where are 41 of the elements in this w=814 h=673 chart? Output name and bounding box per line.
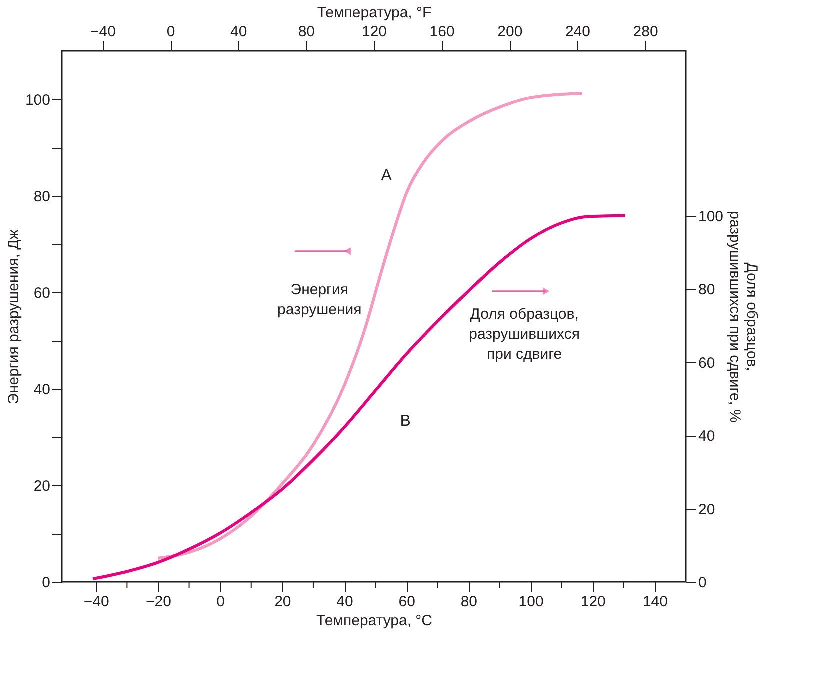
x2-tick-label: 40 [230, 24, 248, 40]
x-tick-label: −40 [84, 594, 110, 610]
y2-axis-title: Доля образцов, разрушившихся при сдвиге, % [726, 211, 761, 423]
annotation: Доля образцов, разрушившихся при сдвиге [469, 306, 580, 363]
y2-tick-label: 20 [698, 501, 716, 518]
y2-tick-label: 80 [698, 282, 716, 299]
y2-tick-label: 60 [698, 354, 716, 372]
x-tick-label: 80 [460, 594, 478, 610]
x-tick-label: 120 [580, 594, 606, 610]
x2-tick-label: 120 [362, 24, 388, 40]
line-series [156, 92, 584, 560]
x2-tick-label: −40 [90, 24, 116, 40]
text: B [400, 412, 411, 430]
x-tick-label: 20 [274, 594, 292, 610]
series-label: A [381, 167, 392, 184]
x2-tick-label: 240 [565, 24, 590, 40]
y2-tick-label: 40 [698, 428, 716, 446]
y-tick-label: 20 [34, 478, 50, 495]
annotation: Энергия разрушения [278, 282, 362, 319]
y-tick-label: 60 [34, 284, 50, 302]
y-axis-title: Энергия разрушения, Дж [5, 230, 22, 404]
x-tick-label: 40 [336, 594, 354, 610]
x-tick-label: 100 [518, 594, 544, 610]
line-series [92, 214, 627, 581]
x-axis-title: Температура, °C [316, 612, 433, 630]
x2-tick-label: 200 [498, 24, 523, 40]
y-tick-label: 0 [42, 574, 50, 592]
x2-tick-label: 280 [633, 24, 658, 40]
x2-tick-label: 0 [166, 24, 176, 40]
x2-tick-label: 160 [430, 24, 455, 40]
x2-axis-title: Температура, °F [317, 4, 432, 22]
y2-tick-label: 100 [698, 208, 724, 226]
x2-tick-label: 80 [298, 24, 316, 40]
y-tick-label: 100 [25, 92, 50, 109]
x-tick-label: −20 [146, 594, 172, 610]
y2-tick-label: 0 [698, 574, 707, 592]
x-tick-label: 140 [642, 594, 668, 610]
y-tick-label: 40 [34, 381, 50, 398]
x-tick-label: 60 [398, 594, 416, 610]
x-tick-label: 0 [216, 594, 225, 610]
y-tick-label: 80 [34, 188, 50, 206]
